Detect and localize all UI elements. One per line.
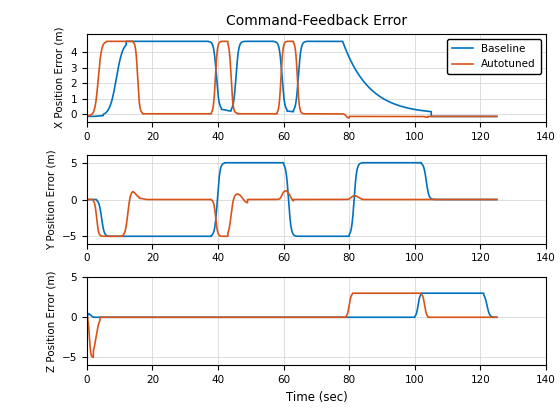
Baseline — [164, 39, 171, 44]
Autotuned — [346, 116, 353, 121]
X-axis label: Time (sec): Time (sec) — [286, 391, 347, 404]
Autotuned — [472, 114, 478, 119]
Autotuned — [493, 114, 500, 119]
Autotuned — [103, 39, 110, 44]
Baseline — [83, 114, 90, 119]
Line: Autotuned: Autotuned — [87, 41, 497, 118]
Y-axis label: Z Position Error (m): Z Position Error (m) — [46, 270, 56, 372]
Y-axis label: X Position Error (m): X Position Error (m) — [55, 27, 65, 129]
Legend: Baseline, Autotuned: Baseline, Autotuned — [446, 39, 541, 74]
Baseline — [85, 114, 92, 119]
Title: Command-Feedback Error: Command-Feedback Error — [226, 14, 407, 28]
Autotuned — [100, 41, 107, 46]
Autotuned — [164, 111, 171, 116]
Autotuned — [85, 113, 92, 118]
Baseline — [472, 114, 478, 119]
Autotuned — [108, 39, 115, 44]
Y-axis label: Y Position Error (m): Y Position Error (m) — [46, 149, 56, 250]
Baseline — [108, 100, 115, 105]
Baseline — [123, 39, 129, 44]
Autotuned — [83, 113, 90, 118]
Baseline — [493, 114, 500, 119]
Autotuned — [284, 39, 291, 44]
Baseline — [100, 112, 107, 117]
Line: Baseline: Baseline — [87, 41, 497, 116]
Baseline — [284, 108, 291, 113]
